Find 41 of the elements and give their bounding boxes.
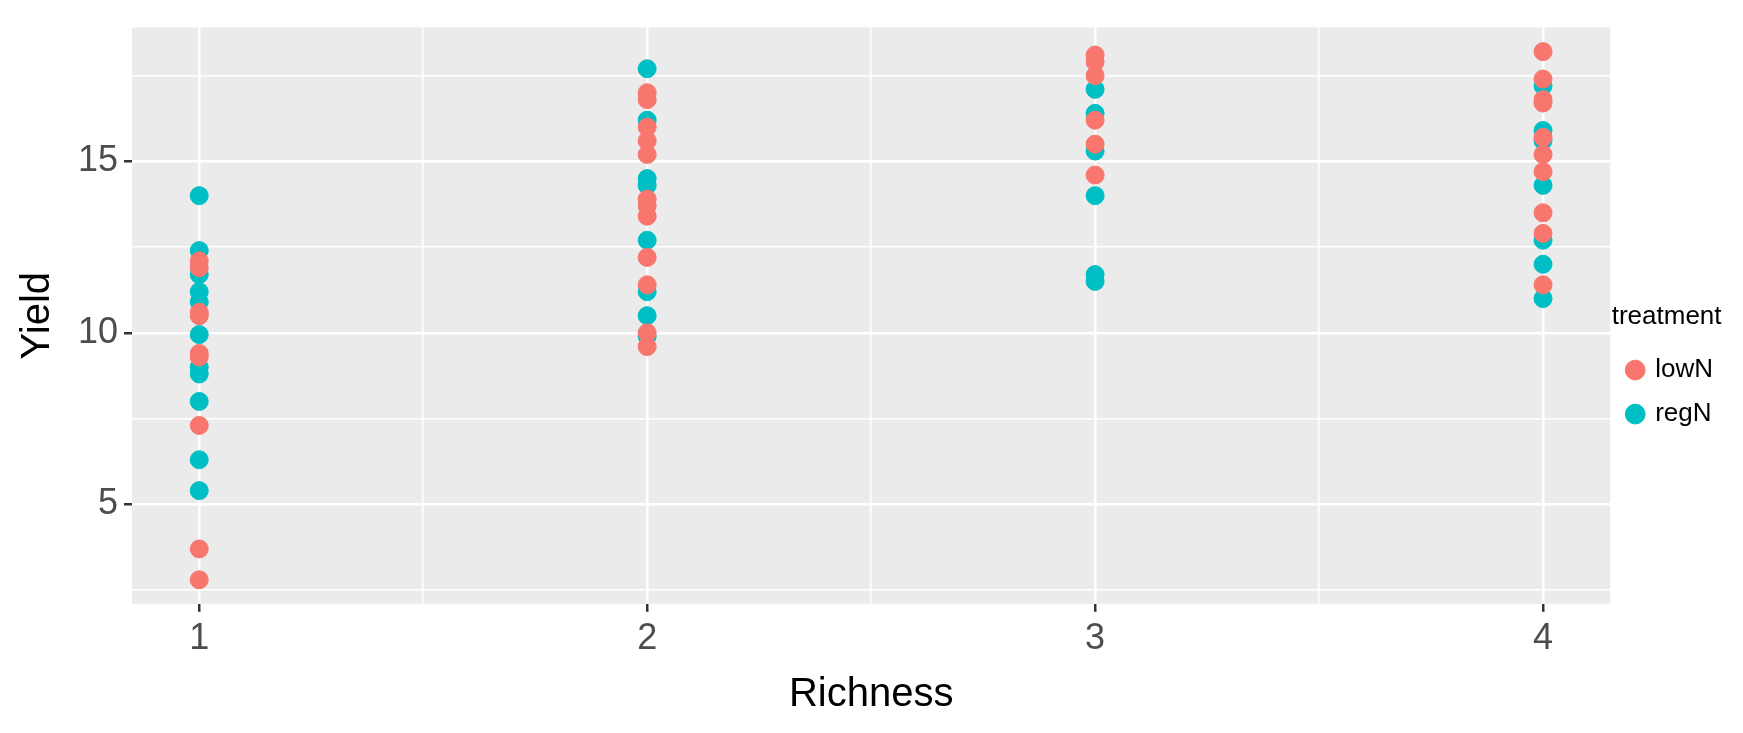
- point: [637, 59, 657, 79]
- point: [1533, 145, 1553, 164]
- point: [1533, 162, 1553, 182]
- x-tick-label: 1: [189, 616, 210, 658]
- point: [189, 415, 209, 435]
- point: [1085, 110, 1105, 130]
- point: [1533, 254, 1553, 274]
- point: [189, 450, 209, 470]
- x-tick-label: 2: [637, 616, 658, 658]
- point: [189, 570, 209, 590]
- y-axis-title: Yield: [13, 271, 58, 360]
- point: [1533, 127, 1553, 147]
- point: [637, 337, 657, 357]
- point: [637, 145, 657, 164]
- point: [637, 306, 657, 326]
- y-tick-label: 5: [98, 481, 119, 523]
- point: [189, 325, 209, 345]
- point: [1533, 203, 1553, 223]
- legend-title: treatment: [1611, 300, 1723, 331]
- legend-label: lowN: [1655, 353, 1714, 384]
- y-tick-label: 10: [78, 309, 119, 351]
- point: [189, 481, 209, 501]
- point: [637, 247, 657, 267]
- point: [189, 391, 209, 411]
- point: [1085, 165, 1105, 185]
- x-axis-title: Richness: [788, 670, 954, 715]
- point: [1533, 223, 1553, 243]
- point: [1533, 69, 1553, 89]
- point: [1085, 134, 1105, 154]
- point: [637, 230, 657, 250]
- point: [1533, 42, 1553, 62]
- point: [189, 186, 209, 206]
- point: [1085, 66, 1105, 86]
- point: [637, 275, 657, 295]
- x-tick-label: 4: [1533, 616, 1554, 658]
- point: [1085, 186, 1105, 206]
- point: [189, 539, 209, 559]
- y-tick-label: 15: [78, 138, 119, 180]
- point: [1533, 275, 1553, 295]
- legend-label: regN: [1655, 397, 1712, 428]
- x-tick-label: 3: [1085, 616, 1106, 658]
